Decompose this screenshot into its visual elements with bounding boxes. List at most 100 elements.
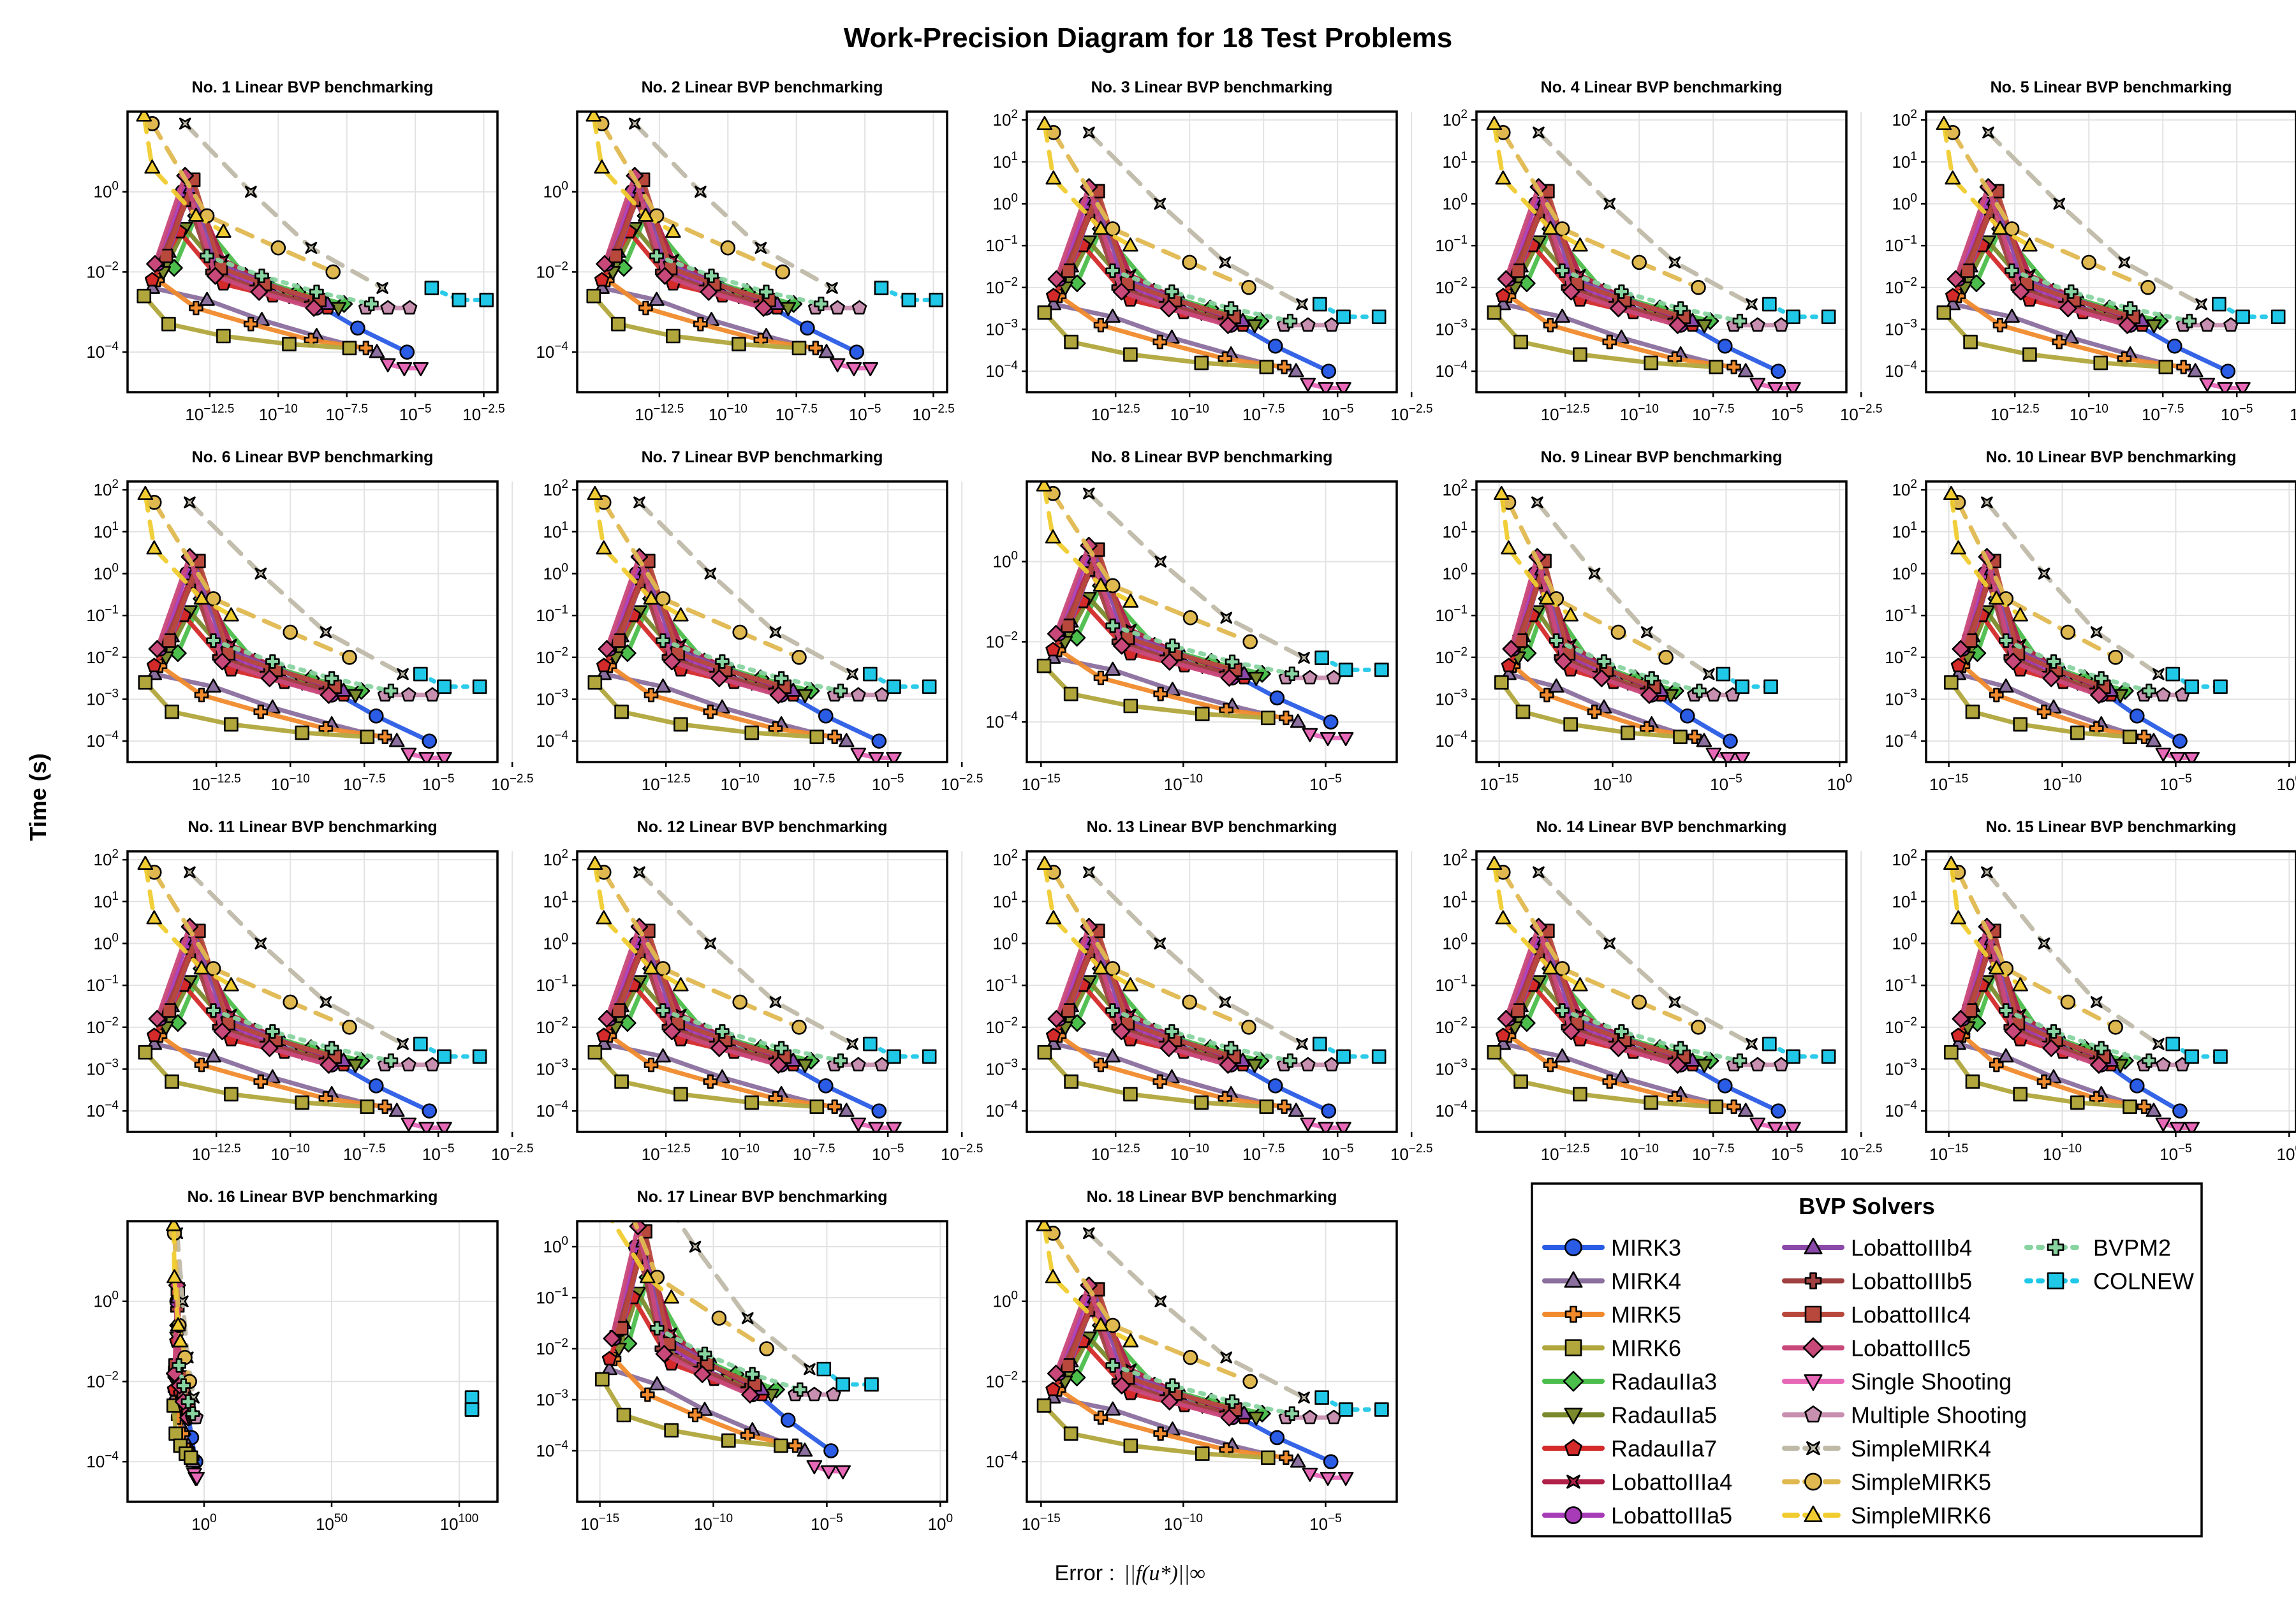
y-tick-label: 102	[1443, 478, 1468, 499]
data-point	[179, 117, 191, 130]
data-point	[1123, 698, 1138, 714]
data-point	[2094, 1041, 2108, 1055]
data-point	[1313, 1036, 1327, 1052]
legend-marker	[1566, 1474, 1580, 1489]
data-point	[1542, 960, 1559, 975]
panel-frame	[576, 110, 948, 393]
data-point	[2013, 1087, 2027, 1102]
x-tick-label: 10−15	[1480, 772, 1519, 794]
data-point	[2004, 221, 2020, 237]
data-point	[2137, 1099, 2152, 1114]
data-point	[1631, 994, 1647, 1010]
data-point	[1093, 1317, 1109, 1332]
data-point	[2108, 1020, 2123, 1035]
data-point	[1154, 1295, 1167, 1308]
data-point	[2152, 1038, 2165, 1050]
legend-label: LobattoIIIb4	[1851, 1235, 1972, 1261]
x-tick-label: 10−7.5	[775, 402, 817, 424]
data-point	[369, 344, 385, 358]
data-point	[138, 1045, 153, 1060]
data-point	[846, 1038, 858, 1050]
legend-item-lobattoiiic4: LobattoIIIc4	[1782, 1302, 1971, 1328]
legend-marker	[1563, 1370, 1584, 1392]
data-point	[1706, 687, 1721, 702]
data-point	[2093, 355, 2108, 371]
data-point	[380, 300, 395, 315]
data-point	[1763, 679, 1778, 694]
data-point	[1737, 363, 1754, 378]
data-point	[479, 293, 494, 307]
data-point	[1093, 577, 1109, 592]
series-line-simplemirk4	[1536, 130, 1754, 307]
y-tick-label: 100	[94, 931, 119, 953]
plot-area	[1936, 115, 2286, 392]
series-line-bvpm2	[2003, 638, 2151, 693]
data-point	[1687, 730, 1702, 744]
y-tick-label: 10−1	[1435, 603, 1468, 625]
x-tick-label: 100	[191, 1512, 217, 1534]
data-point	[1321, 1103, 1337, 1119]
data-point	[413, 1036, 428, 1052]
series-line-simplemirk5	[1050, 1231, 1253, 1384]
x-tick-label: 10−5	[811, 1512, 843, 1534]
data-point	[871, 733, 887, 749]
panel-title: No. 9 Linear BVP benchmarking	[1541, 448, 1783, 466]
data-point	[1554, 961, 1570, 976]
legend-item-mirk3: MIRK3	[1542, 1235, 1681, 1261]
y-tick-label: 10−4	[1435, 729, 1468, 751]
data-point	[320, 686, 338, 704]
data-point	[1952, 640, 1970, 658]
data-point	[1284, 666, 1300, 682]
panel-4: No. 4 Linear BVP benchmarking 10−12.5 10−1…	[1435, 78, 1882, 424]
data-point	[829, 358, 846, 372]
series-line-simplemirk4	[1086, 130, 1304, 307]
x-tick-label: 10−12.5	[1991, 402, 2040, 424]
x-tick-label: 10−5	[399, 402, 432, 424]
data-point	[1614, 1024, 1629, 1039]
legend-marker	[1804, 1472, 1822, 1491]
data-point	[1696, 1059, 1712, 1073]
panel-frame	[1026, 1220, 1398, 1503]
data-point	[1338, 1402, 1353, 1417]
data-point	[1123, 1438, 1138, 1453]
data-point	[1786, 1049, 1800, 1064]
data-point	[1980, 866, 1993, 879]
data-point	[673, 977, 689, 992]
y-tick-label: 100	[1443, 931, 1468, 953]
data-point	[2235, 309, 2250, 325]
data-point	[1112, 1022, 1131, 1041]
data-point	[774, 1041, 789, 1055]
data-point	[1540, 687, 1554, 703]
plot-area	[587, 855, 937, 1132]
legend-label: COLNEW	[2093, 1268, 2194, 1295]
x-tick-label: 10−15	[1929, 1142, 1968, 1164]
data-point	[436, 1122, 452, 1132]
x-tick-label: 10−15	[1022, 1512, 1061, 1534]
legend-item-lobattoiiib5: LobattoIIIb5	[1782, 1268, 1972, 1295]
data-point	[1061, 1003, 1076, 1018]
data-point	[452, 293, 467, 307]
series-line-simplemirk5	[1501, 130, 1701, 290]
y-tick-label: 10−1	[1885, 973, 1917, 995]
data-point	[1036, 481, 1052, 492]
data-point	[2123, 1099, 2137, 1114]
data-point	[1593, 669, 1611, 687]
data-point	[1314, 1390, 1329, 1405]
plot-area	[1486, 115, 1836, 392]
series-line-bvpm2	[1110, 1363, 1295, 1416]
data-point	[2140, 280, 2156, 295]
data-point	[1762, 1036, 1777, 1052]
data-point	[1717, 338, 1733, 354]
data-point	[1154, 198, 1166, 210]
data-point	[1998, 1003, 2013, 1018]
panel-title: No. 1 Linear BVP benchmarking	[192, 78, 434, 96]
data-point	[158, 248, 173, 263]
x-tick-label: 10−7.5	[1692, 402, 1734, 424]
data-point	[1709, 360, 1724, 374]
y-tick-label: 100	[1892, 191, 1918, 213]
data-point	[1220, 669, 1239, 687]
data-point	[260, 669, 279, 687]
x-tick-label: 10−15	[580, 1512, 619, 1534]
series-line-simplemirk4	[637, 870, 855, 1046]
data-point	[165, 1074, 179, 1089]
